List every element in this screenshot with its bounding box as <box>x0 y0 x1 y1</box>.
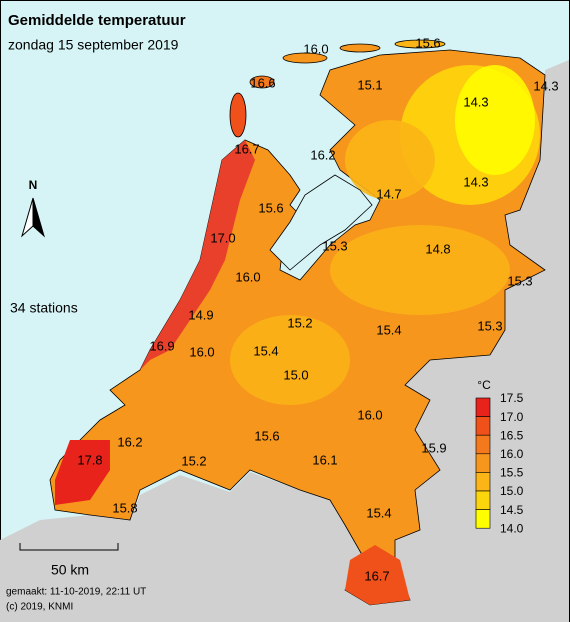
legend: 17.5 17.0 16.5 16.0 15.5 15.0 14.5 14.0 <box>475 391 524 535</box>
coolest-region <box>455 65 535 175</box>
station-value: 16.7 <box>364 568 389 583</box>
legend-tick-label: 14.0 <box>500 521 524 535</box>
station-value: 15.3 <box>507 273 532 288</box>
subtitle: zondag 15 september 2019 <box>8 37 179 53</box>
station-value: 15.3 <box>477 318 502 333</box>
station-value: 16.2 <box>310 147 335 162</box>
station-value: 16.0 <box>189 344 214 359</box>
station-value: 14.8 <box>425 241 450 256</box>
north-label: N <box>29 178 38 192</box>
legend-tick-label: 17.0 <box>500 410 524 424</box>
station-value: 16.0 <box>235 269 260 284</box>
station-value: 16.6 <box>250 75 275 90</box>
station-value: 14.9 <box>188 307 213 322</box>
footer-made: gemaakt: 11-10-2019, 22:11 UT <box>6 587 146 598</box>
station-value: 14.7 <box>376 186 401 201</box>
station-value: 16.0 <box>357 407 382 422</box>
station-value: 15.6 <box>415 35 440 50</box>
station-value: 16.1 <box>312 452 337 467</box>
legend-tick-label: 15.5 <box>500 466 524 480</box>
legend-swatch <box>475 472 491 492</box>
mild-region <box>230 315 350 405</box>
station-value: 14.3 <box>463 174 488 189</box>
station-value: 15.1 <box>357 77 382 92</box>
warm-coast <box>140 140 255 370</box>
neighbour-land <box>0 60 569 622</box>
legend-swatch <box>475 416 491 436</box>
legend-tick-label: 16.5 <box>500 428 524 442</box>
legend-tick-label: 17.5 <box>500 391 524 405</box>
station-value: 17.8 <box>77 452 102 467</box>
legend-tick-label: 16.0 <box>500 447 524 461</box>
island <box>249 75 275 89</box>
island <box>339 43 381 53</box>
station-value: 15.4 <box>366 505 391 520</box>
title: Gemiddelde temperatuur <box>8 12 186 29</box>
station-value: 14.3 <box>463 94 488 109</box>
ijsselmeer <box>269 174 373 271</box>
scale-label: 50 km <box>51 562 89 578</box>
legend-swatch <box>475 453 491 473</box>
station-count: 34 stations <box>10 300 78 316</box>
mild-region <box>345 120 435 200</box>
station-value: 16.0 <box>303 41 328 56</box>
legend-tick-label: 15.0 <box>500 484 524 498</box>
stations: 16.0 15.6 16.6 15.1 14.3 14.3 16.7 16.2 14.7 14.3… <box>77 35 558 583</box>
warm-limburg <box>345 545 410 605</box>
station-value: 15.2 <box>181 453 206 468</box>
island <box>282 52 328 64</box>
scale-bar <box>19 543 119 551</box>
station-value: 15.3 <box>322 238 347 253</box>
footer-copyright: (c) 2019, KNMI <box>6 602 73 613</box>
station-value: 15.6 <box>254 428 279 443</box>
mild-region <box>330 225 510 315</box>
station-value: 14.3 <box>533 78 558 93</box>
station-value: 17.0 <box>210 230 235 245</box>
legend-swatch <box>475 434 491 455</box>
legend-tick-label: 14.5 <box>500 503 524 517</box>
station-value: 15.0 <box>283 367 308 382</box>
station-value: 16.7 <box>234 141 259 156</box>
island <box>394 39 446 49</box>
legend-swatch <box>475 490 491 510</box>
legend-swatch <box>475 397 491 417</box>
warm-zeeland <box>55 440 110 505</box>
legend-swatch <box>475 509 491 529</box>
station-value: 15.4 <box>253 343 278 358</box>
station-value: 15.4 <box>376 322 401 337</box>
station-value: 15.8 <box>112 500 137 515</box>
station-value: 15.6 <box>258 200 283 215</box>
legend-unit: °C <box>477 378 491 392</box>
station-value: 15.9 <box>421 440 446 455</box>
north-arrow <box>32 197 45 238</box>
station-value: 16.2 <box>117 434 142 449</box>
station-value: 15.2 <box>287 315 312 330</box>
station-value: 16.9 <box>149 338 174 353</box>
island <box>229 92 247 138</box>
